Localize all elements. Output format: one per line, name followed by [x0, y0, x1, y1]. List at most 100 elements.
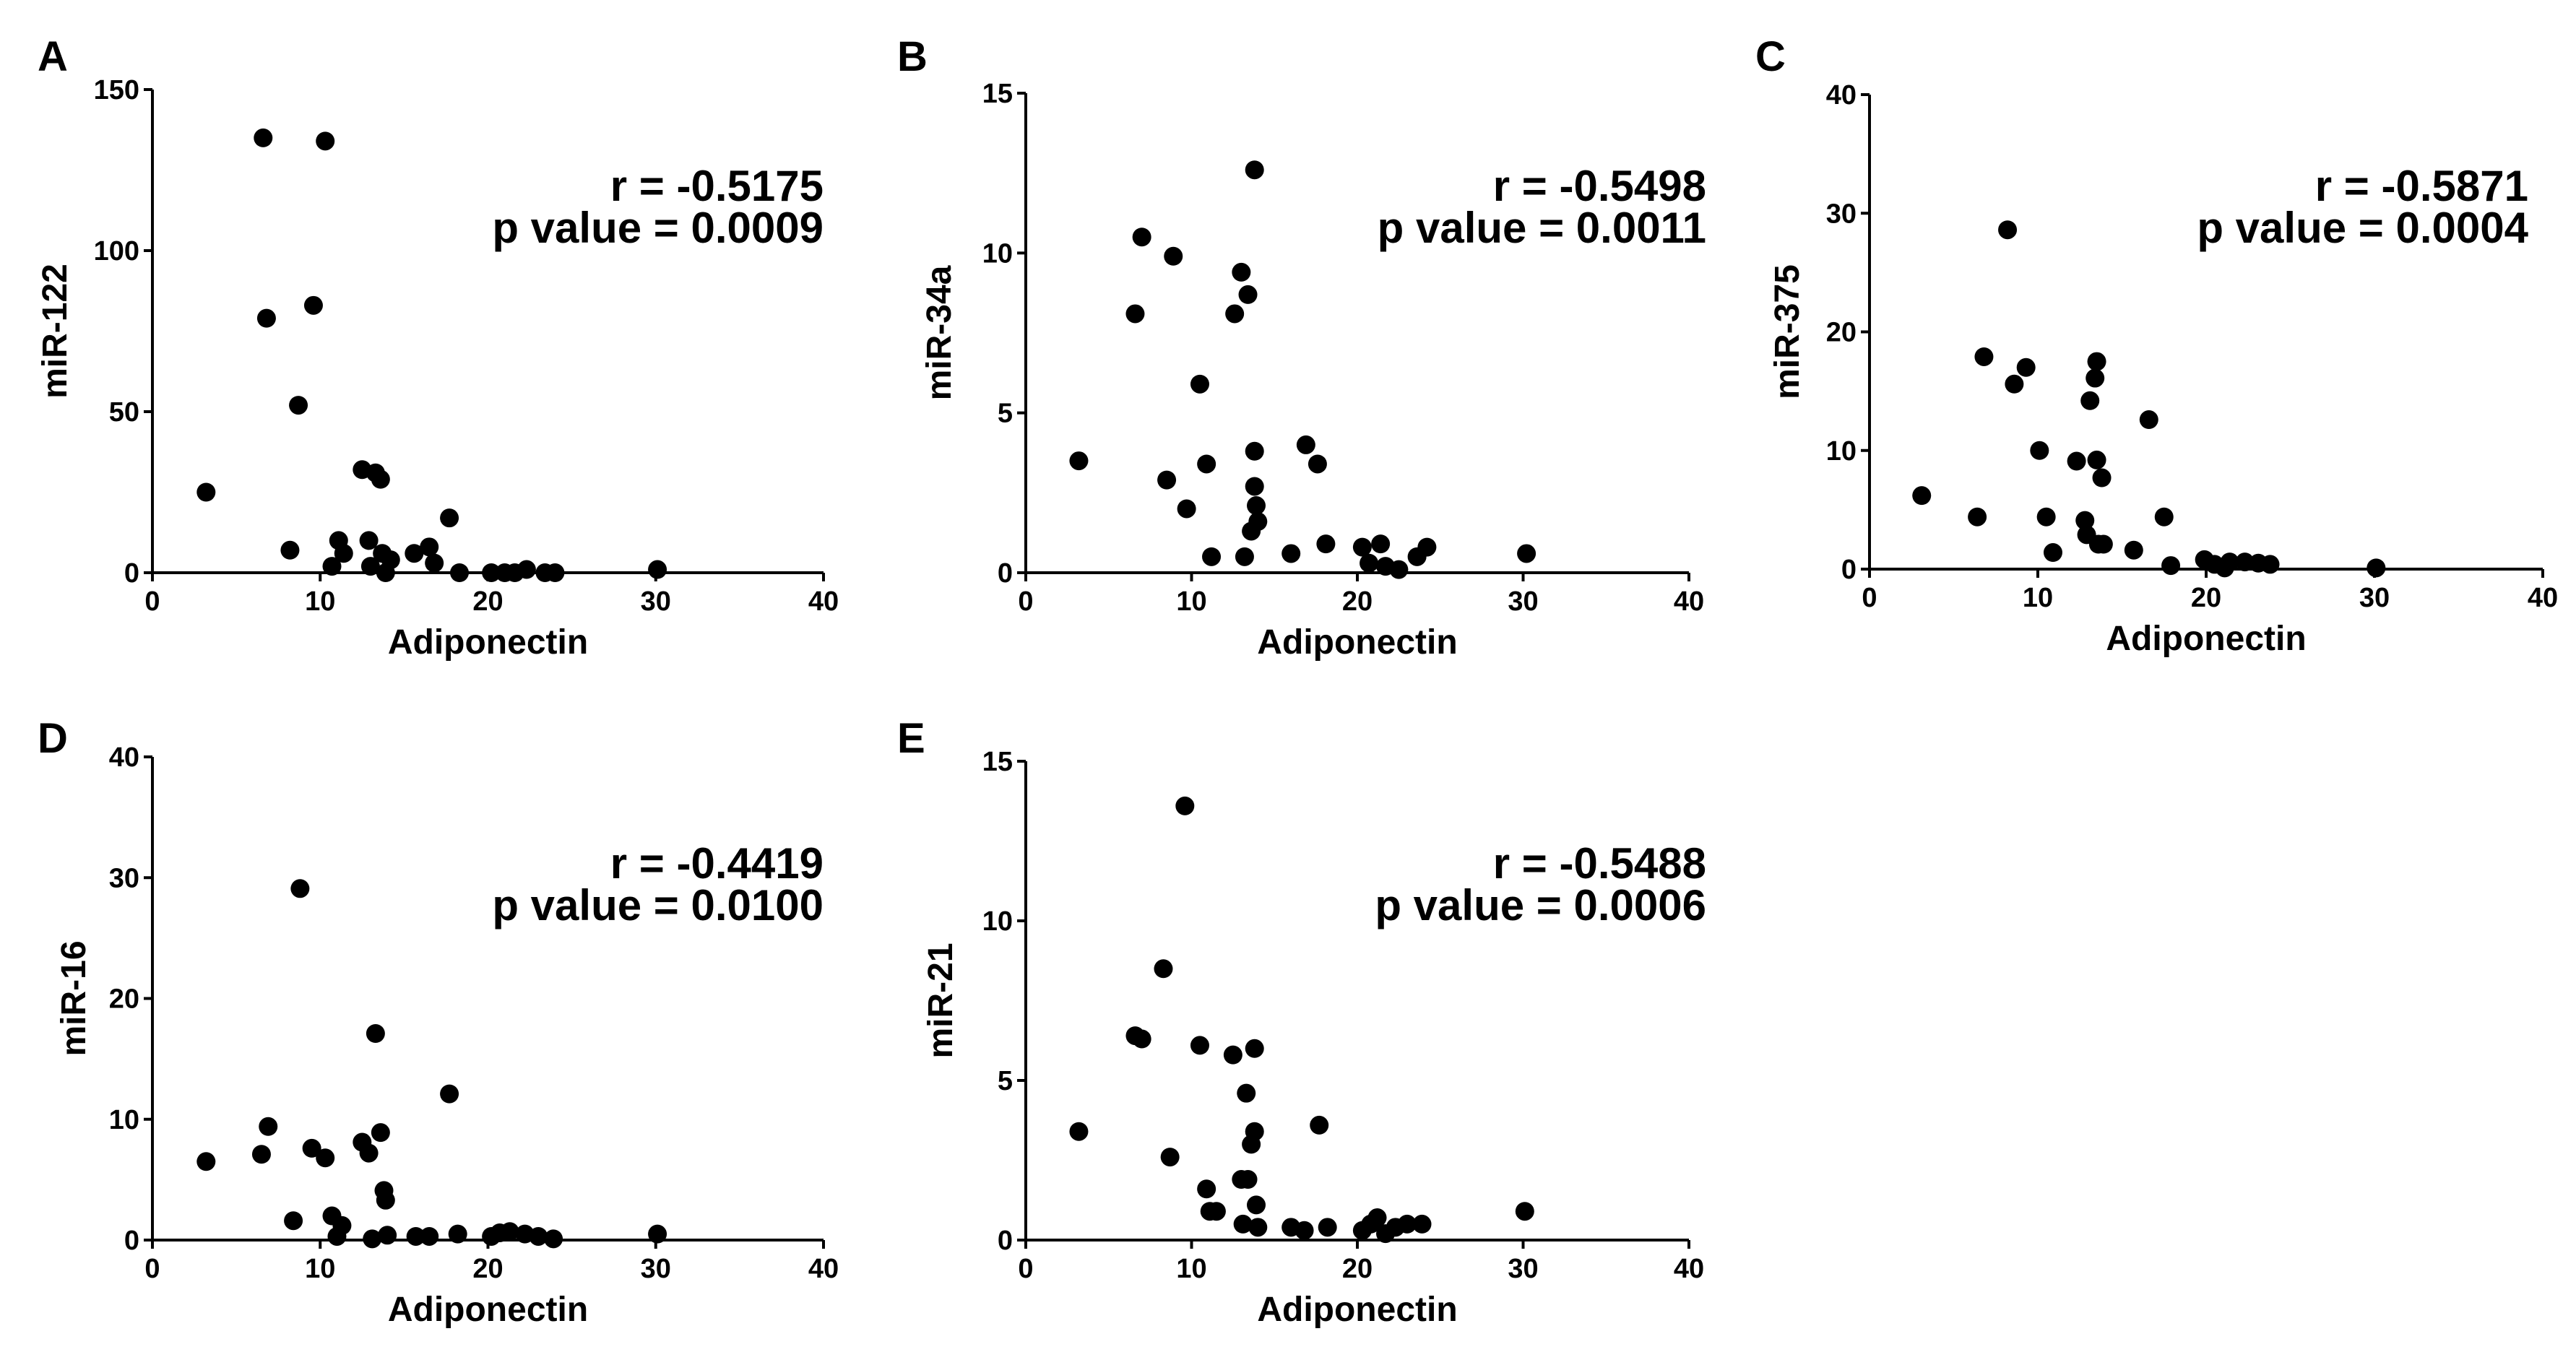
- data-point: [1247, 1195, 1266, 1215]
- x-axis-label: Adiponectin: [2106, 620, 2306, 658]
- data-point: [359, 531, 379, 550]
- y-tick-label: 0: [998, 558, 1013, 589]
- data-point: [284, 1211, 303, 1231]
- data-point: [1132, 1029, 1151, 1049]
- x-tick-label: 0: [1018, 1254, 1033, 1284]
- data-point: [322, 557, 342, 576]
- panel-a: A 0 50 100 150 0 10 20 30 40 Adiponectin miR-122 r =…: [36, 33, 839, 662]
- x-tick-label: 30: [641, 586, 671, 617]
- data-point: [334, 544, 353, 563]
- data-point: [196, 1152, 216, 1171]
- data-point: [2075, 511, 2095, 530]
- data-point: [332, 1216, 352, 1235]
- x-tick-label: 40: [808, 586, 839, 617]
- data-point: [2005, 374, 2024, 394]
- x-tick-label: 20: [1342, 1254, 1373, 1284]
- data-point: [376, 1190, 395, 1210]
- data-point: [316, 131, 335, 151]
- y-axis-label: miR-16: [55, 940, 93, 1056]
- data-point: [316, 1148, 335, 1168]
- data-point: [2087, 450, 2106, 469]
- data-point: [2093, 534, 2113, 554]
- x-tick-label: 0: [1862, 583, 1877, 613]
- x-tick-label: 30: [641, 1254, 671, 1284]
- data-point: [1237, 1083, 1256, 1103]
- data-point: [1197, 1179, 1216, 1199]
- data-point: [1367, 1208, 1387, 1228]
- data-point: [371, 469, 390, 489]
- x-tick-label: 40: [1674, 1254, 1704, 1284]
- y-tick-label: 10: [982, 906, 1013, 937]
- data-point: [648, 560, 667, 579]
- y-tick-label: 5: [998, 399, 1013, 429]
- data-point: [254, 128, 273, 147]
- y-tick-label: 15: [982, 747, 1013, 777]
- x-axis-label: Adiponectin: [1257, 1291, 1457, 1329]
- data-point: [2087, 352, 2106, 371]
- data-point: [1245, 1122, 1264, 1141]
- correlation-r-text: r = -0.5488: [1493, 839, 1706, 888]
- data-point: [360, 557, 380, 576]
- data-point: [1190, 1036, 1209, 1055]
- data-point: [2086, 368, 2105, 388]
- panel-letter: C: [1755, 33, 1786, 80]
- y-tick-label: 30: [109, 863, 139, 893]
- data-point: [1069, 451, 1089, 471]
- y-tick-label: 10: [109, 1105, 139, 1135]
- data-point: [1318, 1218, 1337, 1237]
- data-point: [1160, 1148, 1180, 1167]
- data-point: [1154, 959, 1173, 979]
- panel-letter: E: [897, 715, 925, 762]
- y-tick-label: 20: [109, 984, 139, 1015]
- y-tick-label: 0: [124, 558, 139, 589]
- data-point: [1248, 512, 1268, 532]
- x-tick-label: 20: [472, 1254, 503, 1284]
- data-point: [1190, 374, 1209, 394]
- data-point: [1412, 1214, 1432, 1234]
- data-point: [1157, 470, 1177, 490]
- x-tick-label: 10: [305, 586, 335, 617]
- panel-d: D 0 10 20 30 40 0 10 20 30 40 Adiponectin miR-16 r = …: [38, 715, 839, 1329]
- y-tick-label: 0: [1841, 555, 1857, 585]
- data-point: [1352, 537, 1372, 557]
- data-point: [2161, 556, 2181, 576]
- data-point: [420, 1226, 439, 1246]
- data-point: [1206, 1202, 1226, 1221]
- panel-letter: B: [897, 33, 928, 80]
- data-point: [1417, 537, 1437, 557]
- x-tick-label: 20: [472, 586, 503, 617]
- y-tick-label: 0: [998, 1226, 1013, 1256]
- x-tick-label: 30: [1508, 1254, 1538, 1284]
- data-point: [196, 482, 216, 502]
- data-point: [289, 396, 308, 415]
- y-tick-label: 50: [109, 397, 139, 428]
- p-value-text: p value = 0.0100: [492, 881, 824, 930]
- data-point: [420, 537, 439, 557]
- data-point: [1247, 496, 1266, 516]
- data-point: [1281, 544, 1301, 563]
- data-point: [256, 308, 276, 328]
- panel-letter: A: [38, 33, 68, 80]
- p-value-text: p value = 0.0011: [1378, 204, 1706, 252]
- p-value-text: p value = 0.0006: [1375, 881, 1706, 930]
- y-tick-label: 40: [1826, 80, 1857, 110]
- data-point: [2220, 552, 2239, 572]
- correlation-r-text: r = -0.5175: [610, 162, 824, 210]
- data-point: [2067, 451, 2086, 471]
- y-tick-label: 5: [998, 1066, 1013, 1096]
- data-point: [1238, 1170, 1258, 1190]
- data-point: [366, 1024, 385, 1044]
- y-tick-label: 20: [1826, 318, 1857, 348]
- data-point: [1389, 560, 1409, 579]
- data-point: [2367, 558, 2386, 578]
- data-point: [1371, 534, 1391, 554]
- data-point: [1912, 486, 1932, 506]
- correlation-r-text: r = -0.5871: [2315, 162, 2528, 210]
- data-point: [1968, 507, 1987, 526]
- data-point: [1069, 1122, 1089, 1141]
- data-point: [448, 1224, 467, 1244]
- x-tick-label: 10: [305, 1254, 335, 1284]
- x-tick-label: 40: [2528, 583, 2558, 613]
- x-tick-label: 0: [1018, 586, 1033, 617]
